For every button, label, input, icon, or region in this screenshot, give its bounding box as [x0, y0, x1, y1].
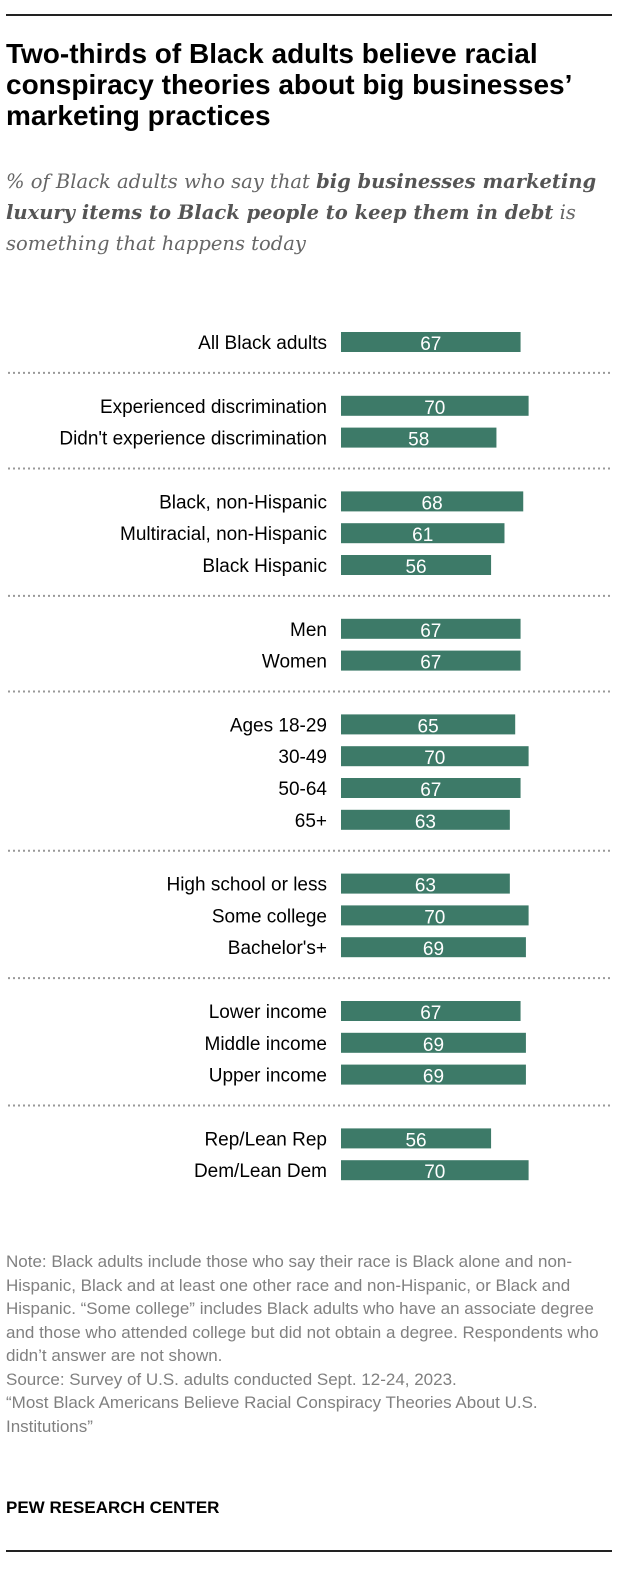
top-rule [6, 14, 612, 16]
chart-subtitle: % of Black adults who say that big busin… [6, 166, 606, 259]
source-text: Source: Survey of U.S. adults conducted … [6, 1369, 457, 1389]
value-label: 67 [420, 621, 441, 642]
bar [341, 778, 521, 798]
value-label: 67 [420, 334, 441, 355]
value-label: 56 [405, 1130, 426, 1151]
category-label: Didn't experience discrimination [59, 429, 327, 450]
bottom-rule [6, 1550, 612, 1552]
bar [341, 332, 521, 352]
report-title: “Most Black Americans Believe Racial Con… [6, 1393, 538, 1436]
bar [341, 1001, 521, 1021]
bar [341, 523, 505, 544]
value-label: 65 [418, 716, 439, 737]
bar [341, 395, 529, 416]
category-label: 65+ [295, 811, 327, 832]
bar [341, 746, 529, 767]
value-label: 70 [424, 748, 445, 769]
category-label: High school or less [166, 875, 327, 896]
category-label: Experienced discrimination [100, 397, 327, 418]
category-label: Rep/Lean Rep [204, 1129, 327, 1150]
category-label: Ages 18-29 [230, 715, 327, 736]
value-label: 63 [415, 876, 436, 897]
category-label: Black, non-Hispanic [159, 492, 327, 513]
value-label: 69 [423, 939, 444, 960]
value-label: 69 [423, 1035, 444, 1056]
bar [341, 427, 497, 448]
value-label: 67 [420, 1003, 441, 1024]
subtitle-part1: % of Black adults who say that [6, 170, 317, 193]
value-label: 70 [424, 907, 445, 928]
value-label: 70 [424, 398, 445, 419]
bar [341, 1064, 526, 1085]
category-label: All Black adults [198, 333, 327, 354]
pew-logo-text: PEW RESEARCH CENTER [6, 1498, 220, 1517]
bar [341, 650, 521, 671]
category-label: Multiracial, non-Hispanic [120, 524, 327, 545]
value-label: 67 [420, 780, 441, 801]
value-label: 67 [420, 653, 441, 674]
bar [341, 809, 510, 830]
subtitle-part2: is something that happens today [6, 201, 576, 255]
bar [341, 491, 524, 512]
category-label: 50-64 [278, 779, 327, 800]
category-label: Some college [212, 906, 327, 927]
bar [341, 1128, 492, 1149]
category-label: Upper income [209, 1066, 327, 1087]
value-label: 70 [424, 1162, 445, 1183]
category-label: Middle income [205, 1034, 328, 1055]
chart-title: Two-thirds of Black adults believe racia… [6, 38, 571, 131]
category-label: Bachelor's+ [228, 938, 327, 959]
bar [341, 937, 526, 958]
bar [341, 618, 521, 639]
bar [341, 1032, 526, 1053]
value-label: 56 [405, 557, 426, 578]
bar [341, 555, 492, 575]
category-label: Black Hispanic [202, 556, 327, 577]
bar [341, 714, 516, 735]
value-label: 63 [415, 812, 436, 833]
value-label: 61 [412, 525, 433, 546]
category-label: Women [262, 652, 327, 673]
value-label: 69 [423, 1067, 444, 1088]
notes-block: Note: Black adults include those who say… [6, 1250, 606, 1438]
bar [341, 1160, 529, 1181]
category-label: Lower income [209, 1002, 327, 1023]
category-label: Dem/Lean Dem [194, 1161, 327, 1182]
note-text: Note: Black adults include those who say… [6, 1252, 599, 1365]
category-label: 30-49 [278, 747, 327, 768]
value-label: 58 [408, 430, 429, 451]
value-label: 68 [422, 493, 443, 514]
bar [341, 905, 529, 926]
category-label: Men [290, 620, 327, 641]
subtitle-bold: big businesses marketing luxury items to… [6, 170, 597, 224]
bar [341, 873, 510, 894]
